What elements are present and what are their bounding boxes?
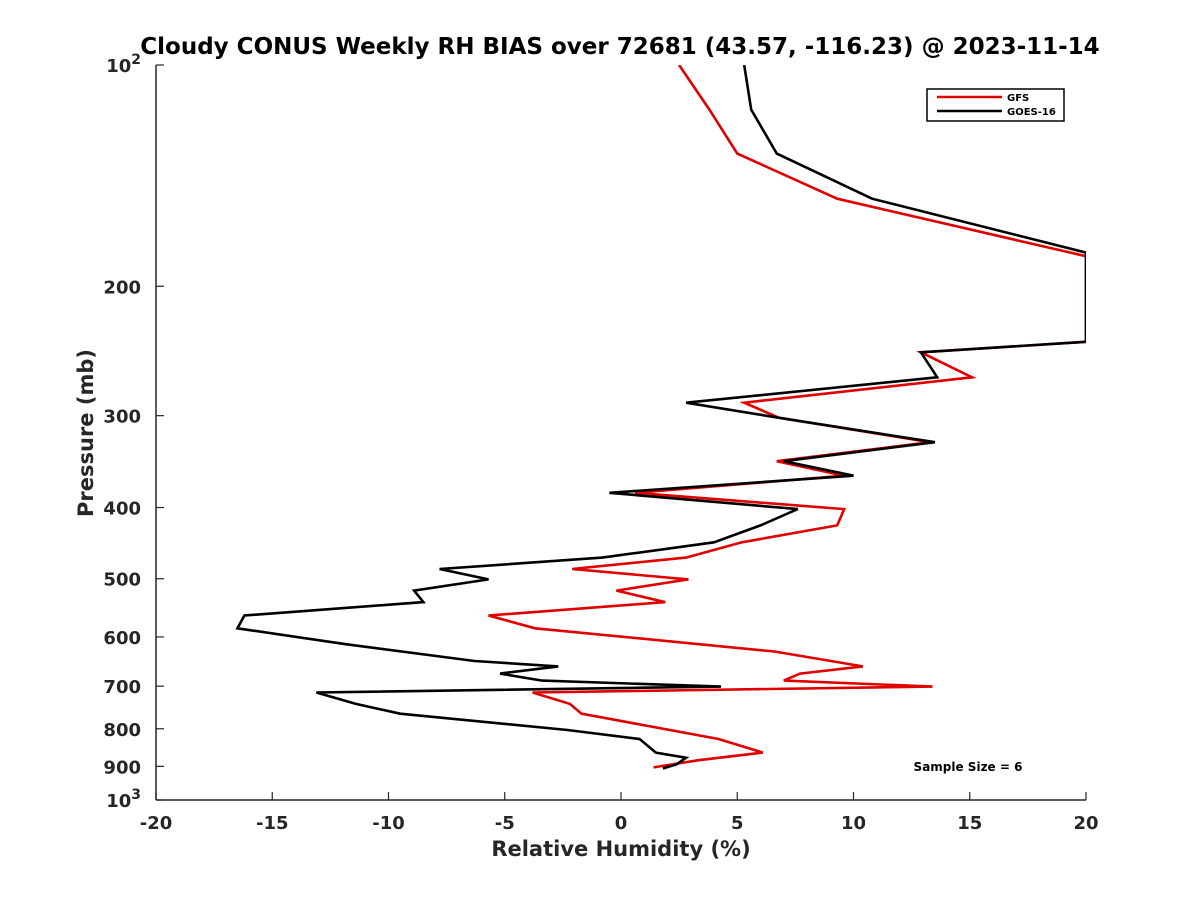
y-tick-label: 200 [103,277,141,298]
series-layer [235,65,1086,770]
x-axis-label: Relative Humidity (%) [491,837,750,861]
y-tick-label: 600 [103,628,141,649]
legend-label-goes16: GOES-16 [1007,107,1056,118]
x-tick-label: -20 [140,813,173,834]
y-axis: 102 200 300 400 500 600 700 800 900 103 [103,52,164,812]
x-tick-label: 10 [841,813,866,834]
y-tick-label: 400 [103,499,141,520]
series-line-gfs [488,65,1086,769]
y-tick-label: 800 [103,720,141,741]
y-axis-label: Pressure (mb) [74,349,98,517]
y-tick-label: 102 [106,52,141,77]
x-tick-label: 20 [1073,813,1098,834]
sample-size-note: Sample Size = 6 [914,760,1023,774]
x-tick-label: 0 [615,813,628,834]
y-tick-label: 103 [106,787,141,812]
legend-box [926,88,1065,122]
x-tick-label: -10 [372,813,405,834]
x-axis: -20 -15 -10 -5 0 5 10 15 20 [140,792,1099,834]
series-line-goes-16 [235,65,1086,770]
x-tick-label: -5 [495,813,515,834]
x-tick-label: -15 [256,813,289,834]
x-tick-label: 15 [957,813,982,834]
x-tick-label: 5 [731,813,744,834]
plot-frame [155,65,1086,801]
legend-label-gfs: GFS [1007,93,1029,104]
chart-title: Cloudy CONUS Weekly RH BIAS over 72681 (… [140,34,1099,60]
y-tick-label: 300 [103,407,141,428]
y-tick-label: 500 [103,570,141,591]
y-tick-label: 900 [103,757,141,778]
y-tick-label: 700 [103,677,141,698]
legend: GFS GOES-16 [926,88,1065,122]
